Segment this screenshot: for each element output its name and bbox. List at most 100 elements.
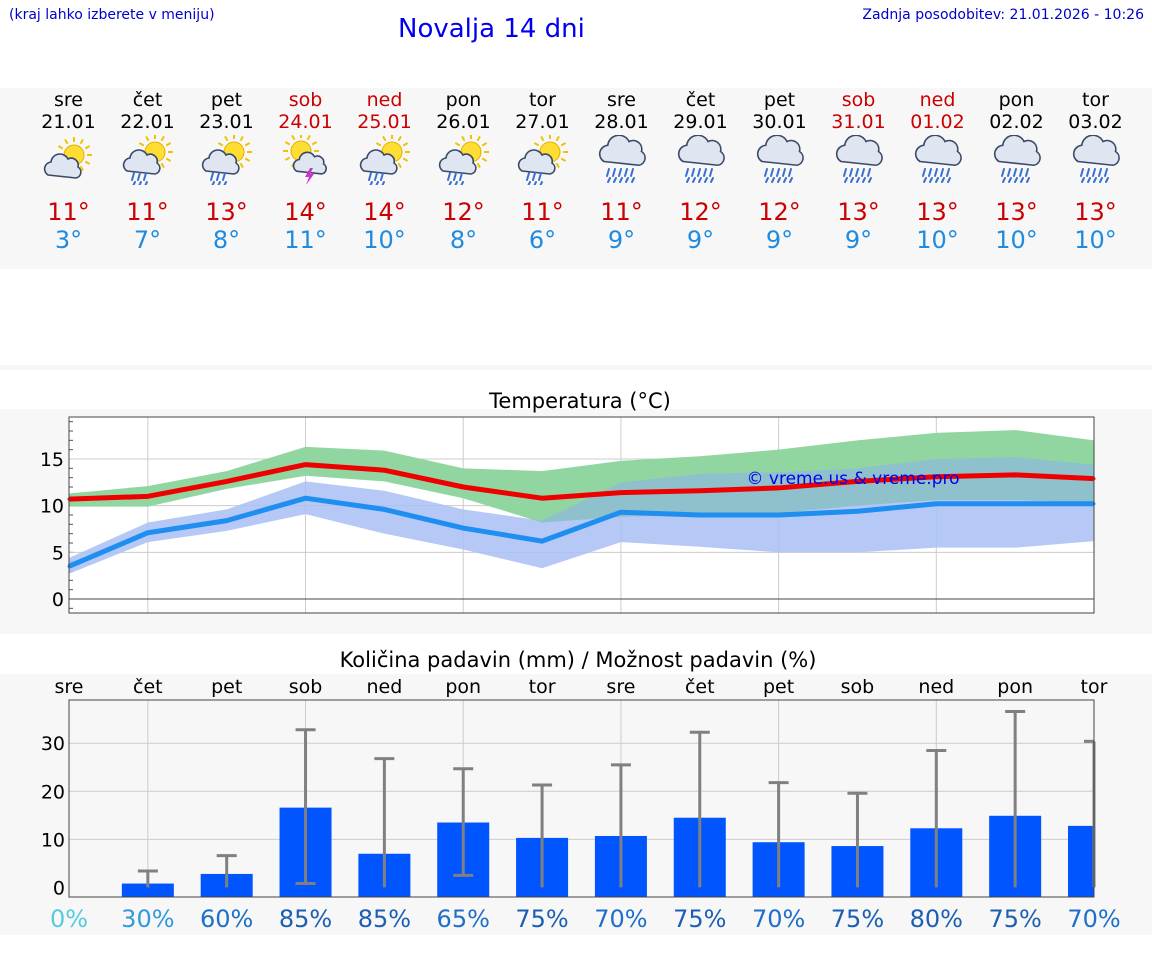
y-tick-label: 30 bbox=[41, 733, 65, 755]
min-temp-line bbox=[68, 495, 1094, 569]
day-date: 01.02 bbox=[910, 111, 965, 133]
day-date: 24.01 bbox=[278, 111, 333, 133]
day-column: tor 03.02 13° 10° bbox=[1056, 88, 1135, 269]
sun-cloud-rain-icon bbox=[201, 135, 252, 185]
temp-min: 8° bbox=[212, 226, 241, 254]
plot-frame bbox=[68, 699, 1095, 898]
precip-probability: 75% bbox=[988, 905, 1041, 933]
precip-probability: 0% bbox=[50, 905, 88, 933]
day-axis-label: sre bbox=[606, 676, 635, 698]
temp-max: 11° bbox=[600, 198, 643, 226]
max-temp-point bbox=[225, 479, 229, 483]
watermark: © vreme.us & vreme.pro bbox=[746, 469, 959, 489]
cloud-rain-icon bbox=[993, 135, 1041, 183]
temp-max: 11° bbox=[47, 198, 90, 226]
precip-range-whisker bbox=[610, 763, 631, 888]
temp-max: 11° bbox=[521, 198, 564, 226]
precip-probability: 75% bbox=[831, 905, 884, 933]
max-temp-point bbox=[777, 486, 781, 490]
day-name: čet bbox=[132, 89, 163, 111]
day-column: pon 02.02 13° 10° bbox=[977, 88, 1056, 269]
location-hint[interactable]: (kraj lahko izberete v meniju) bbox=[9, 7, 215, 23]
page-title: Novalja 14 dni bbox=[398, 14, 585, 44]
day-date: 03.02 bbox=[1068, 111, 1123, 133]
day-column: sre 28.01 11° 9° bbox=[582, 88, 661, 269]
day-name: pon bbox=[445, 89, 482, 111]
precip-range-whisker bbox=[689, 730, 710, 888]
temp-min: 9° bbox=[765, 226, 794, 254]
precip-probability: 75% bbox=[673, 905, 726, 933]
min-temp-point bbox=[777, 513, 781, 517]
day-axis-label: tor bbox=[1081, 676, 1108, 698]
y-tick-label: 0 bbox=[52, 589, 64, 611]
temp-min: 3° bbox=[54, 226, 83, 254]
min-temp-point bbox=[698, 513, 702, 517]
max-temp-point bbox=[1013, 473, 1017, 477]
y-tick-label: 20 bbox=[41, 781, 65, 803]
day-column: ned 25.01 14° 10° bbox=[345, 88, 424, 269]
precip-bar bbox=[121, 883, 174, 897]
day-name: tor bbox=[529, 89, 556, 111]
min-temp-point bbox=[1013, 502, 1017, 506]
precip-chart-title: Količina padavin (mm) / Možnost padavin … bbox=[340, 648, 817, 672]
min-temp-point bbox=[146, 531, 150, 535]
day-column: čet 22.01 11° 7° bbox=[108, 88, 187, 269]
temperature-chart: Temperatura (°C) 0 5 10 15 © vreme.us & vreme… bbox=[40, 389, 1096, 614]
rain-drops bbox=[922, 168, 951, 183]
y-tick-label: 15 bbox=[40, 449, 64, 471]
cloud-rain-icon bbox=[598, 135, 646, 183]
temp-max: 14° bbox=[284, 198, 327, 226]
precip-range-whisker bbox=[374, 757, 395, 888]
sun-cloud-rain-icon bbox=[359, 135, 410, 185]
temp-max: 13° bbox=[995, 198, 1038, 226]
day-name: pet bbox=[210, 89, 243, 111]
day-name: ned bbox=[919, 89, 956, 111]
precip-probability: 70% bbox=[752, 905, 805, 933]
rain-drops bbox=[210, 172, 227, 185]
day-axis-label: ned bbox=[366, 676, 402, 698]
precip-probability: 60% bbox=[200, 905, 253, 933]
min-temp-point bbox=[382, 507, 386, 511]
max-temp-point bbox=[619, 491, 623, 495]
precip-probability: 70% bbox=[1067, 905, 1120, 933]
day-name: čet bbox=[685, 89, 716, 111]
precip-range-whisker bbox=[926, 748, 947, 888]
rain-drops bbox=[368, 172, 385, 185]
min-temp-point bbox=[225, 519, 229, 523]
day-date: 25.01 bbox=[357, 111, 412, 133]
day-date: 02.02 bbox=[989, 111, 1044, 133]
sun-cloud-rain-icon bbox=[122, 135, 173, 185]
day-date: 23.01 bbox=[199, 111, 254, 133]
day-name: sre bbox=[54, 89, 83, 111]
day-axis-label: čet bbox=[133, 676, 163, 698]
day-column: pet 30.01 12° 9° bbox=[740, 88, 819, 269]
cloud-rain-icon bbox=[677, 135, 725, 183]
precip-range-whisker bbox=[532, 783, 553, 888]
precip-probability: 80% bbox=[910, 905, 963, 933]
max-temp-point bbox=[855, 479, 859, 483]
cloud-rain-icon bbox=[914, 135, 962, 183]
precip-probability: 75% bbox=[515, 905, 568, 933]
sun-cloud-thunder-icon bbox=[283, 135, 327, 185]
day-date: 30.01 bbox=[752, 111, 807, 133]
temp-max: 13° bbox=[205, 198, 248, 226]
temp-max: 14° bbox=[363, 198, 406, 226]
forecast-days: sre 21.01 11° 3° čet 22.01 11° 7° pet 23.01 13° 8° s… bbox=[0, 88, 1152, 269]
day-name: sob bbox=[288, 89, 323, 111]
day-axis-label: pon bbox=[445, 676, 481, 698]
rain-drops bbox=[447, 172, 464, 185]
max-temp-line bbox=[68, 462, 1095, 502]
separator bbox=[0, 365, 1152, 370]
day-axis-label: pet bbox=[763, 676, 794, 698]
max-temp-point bbox=[461, 485, 465, 489]
max-temp-point bbox=[540, 496, 544, 500]
temp-max: 11° bbox=[126, 198, 169, 226]
min-temp-point bbox=[619, 510, 623, 514]
day-column: tor 27.01 11° 6° bbox=[503, 88, 582, 269]
day-axis-label: čet bbox=[685, 676, 715, 698]
precip-bar bbox=[1068, 825, 1094, 897]
precip-probability: 30% bbox=[121, 905, 174, 933]
forecast-band bbox=[0, 88, 1152, 269]
rain-drops bbox=[606, 168, 635, 183]
day-axis-label: sob bbox=[289, 676, 323, 698]
